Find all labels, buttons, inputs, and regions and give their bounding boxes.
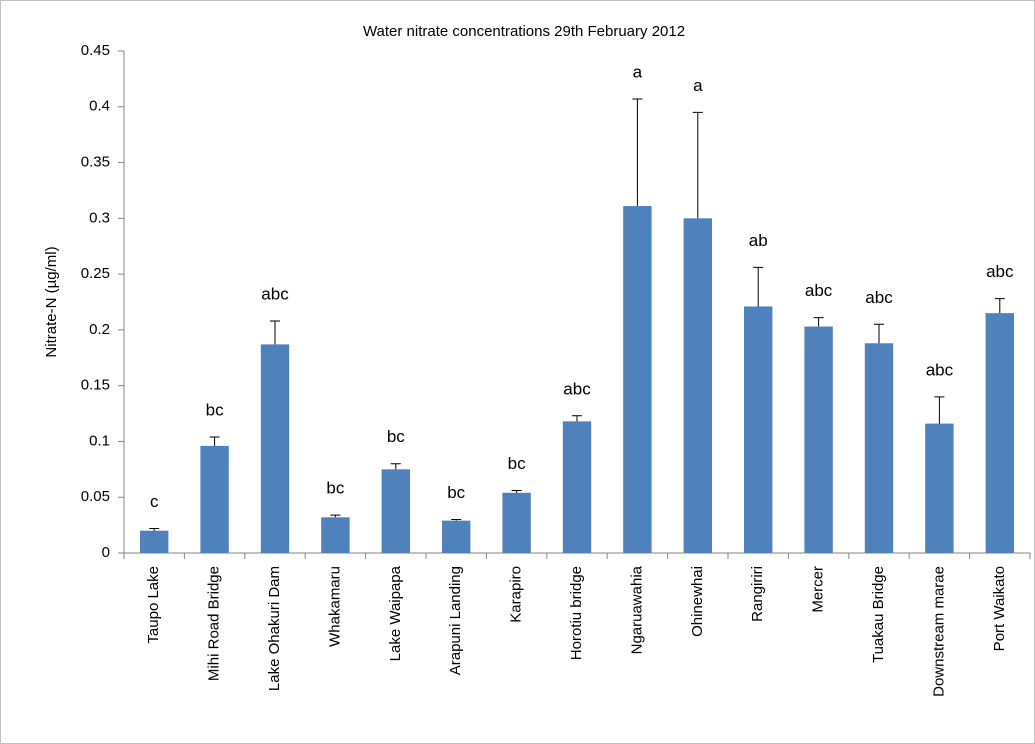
- x-tick-label: Taupo Lake: [145, 566, 162, 644]
- annotation: bc: [326, 479, 344, 498]
- x-tick-label: Horotiu bridge: [568, 566, 585, 660]
- annotation: abc: [805, 281, 833, 300]
- error-bar: [511, 490, 522, 493]
- bar: [985, 313, 1014, 553]
- annotation: bc: [206, 400, 224, 419]
- error-bar: [572, 415, 582, 422]
- annotation: abc: [261, 284, 289, 303]
- bar: [381, 469, 410, 553]
- bar: [321, 517, 350, 553]
- y-tick-label: 0.4: [89, 98, 110, 115]
- x-tick-label: Port Waikato: [991, 566, 1008, 651]
- error-bar: [451, 519, 462, 521]
- annotation: abc: [986, 262, 1014, 281]
- error-bar: [692, 111, 703, 219]
- bar: [140, 530, 169, 553]
- y-axis-label: Nitrate-N (µg/ml): [43, 246, 60, 357]
- bar: [864, 343, 894, 553]
- annotation: a: [693, 76, 703, 95]
- x-tick-label: Rangiriri: [749, 566, 766, 622]
- annotation: abc: [865, 288, 893, 307]
- x-tick-label: Lake Ohakuri Dam: [266, 566, 283, 691]
- chart-title: Water nitrate concentrations 29th Februa…: [363, 23, 685, 40]
- y-tick-label: 0.25: [81, 265, 110, 282]
- x-tick-label: Ngaruawahia: [628, 565, 645, 654]
- error-bar: [390, 463, 401, 470]
- y-tick-label: 0.05: [81, 488, 110, 505]
- x-tick-label: Downstream marae: [930, 566, 947, 697]
- y-tick-label: 0.1: [89, 432, 110, 449]
- bar: [623, 206, 652, 553]
- annotation: bc: [387, 427, 405, 446]
- error-bar: [330, 514, 341, 518]
- x-tick-label: Tuakau Bridge: [870, 566, 887, 663]
- x-tick-label: Whakamaru: [326, 566, 343, 647]
- bar: [260, 344, 290, 553]
- bar: [442, 520, 471, 553]
- x-tick-label: Mihi Road Bridge: [206, 566, 223, 681]
- y-tick-label: 0.45: [81, 42, 110, 59]
- bar: [562, 421, 592, 553]
- annotation: abc: [926, 360, 954, 379]
- error-bar: [149, 527, 160, 531]
- bar: [502, 492, 531, 553]
- annotation: ab: [749, 231, 768, 250]
- annotation: bc: [508, 454, 526, 473]
- error-bar: [209, 436, 220, 446]
- annotation: bc: [447, 483, 465, 502]
- y-tick-label: 0: [102, 544, 110, 561]
- x-tick-label: Lake Waipapa: [387, 565, 404, 661]
- error-bar: [632, 98, 643, 207]
- annotation: a: [633, 62, 643, 81]
- error-bar: [874, 323, 884, 344]
- y-tick-label: 0.3: [89, 209, 110, 226]
- annotation: abc: [563, 379, 591, 398]
- error-bar: [994, 298, 1005, 314]
- error-bar: [934, 396, 945, 424]
- bar: [804, 326, 833, 553]
- annotation: c: [150, 492, 159, 511]
- bar: [200, 445, 229, 553]
- x-tick-label: Karapiro: [508, 566, 525, 623]
- x-tick-label: Ohinewhai: [689, 566, 706, 637]
- bar: [744, 306, 773, 553]
- error-bar: [753, 266, 764, 307]
- x-tick-label: Mercer: [810, 566, 827, 613]
- bar: [925, 423, 954, 553]
- x-tick-label: Arapuni Landing: [447, 566, 464, 675]
- bar: [683, 218, 712, 554]
- y-tick-label: 0.15: [81, 377, 110, 394]
- y-tick-label: 0.2: [89, 321, 110, 338]
- error-bar: [813, 317, 824, 327]
- error-bar: [270, 320, 280, 345]
- y-tick-label: 0.35: [81, 154, 110, 171]
